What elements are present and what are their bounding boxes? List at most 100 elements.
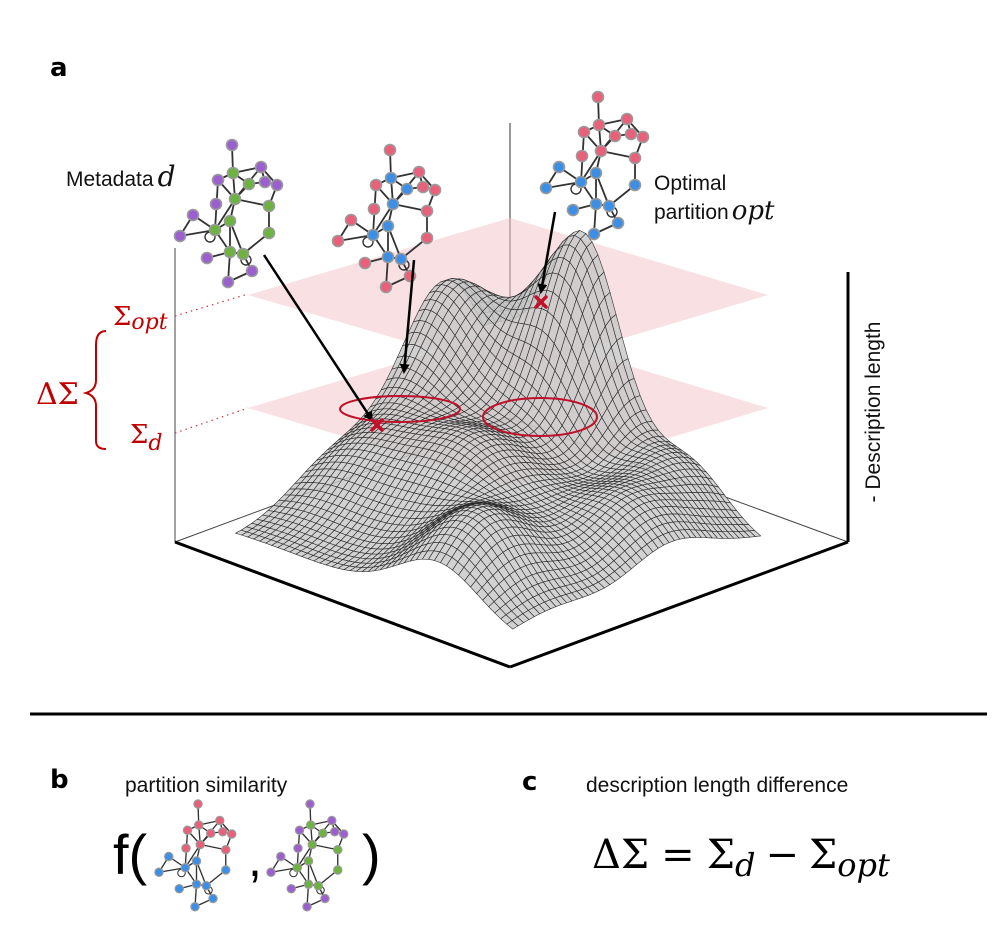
network-node [182, 825, 193, 835]
network-node [320, 893, 330, 904]
arrow-intermediate-to-landscape [399, 259, 416, 374]
network-node [215, 815, 225, 826]
network-node [366, 228, 380, 242]
network-node [575, 149, 589, 163]
network-node [225, 138, 239, 152]
network-node [592, 118, 606, 132]
network-node [539, 181, 553, 195]
contour-right-peak [482, 397, 598, 437]
panel-label-c: c [522, 767, 537, 797]
network-node [330, 827, 340, 837]
network-node [200, 251, 214, 265]
network-node [292, 863, 302, 873]
network-node [394, 252, 408, 266]
network-node [193, 799, 203, 809]
network-node [181, 843, 191, 853]
network-node [587, 227, 601, 241]
metadata-label: Metadata d [66, 160, 176, 193]
network-node [228, 192, 242, 206]
network-node [190, 902, 200, 912]
partition-network-opt-small [154, 799, 237, 912]
description-length-landscape [234, 230, 762, 630]
surface-facet [506, 620, 519, 630]
network-node [191, 856, 202, 866]
network-node [262, 199, 276, 213]
network-node [164, 851, 174, 862]
network-node [636, 130, 650, 144]
network-node [318, 828, 328, 838]
network-node [628, 151, 642, 165]
network-node [227, 829, 237, 839]
network-node [266, 867, 276, 877]
network-node [333, 865, 343, 875]
delta-sigma-equation: ΔΣ = Σd − Σopt [592, 832, 890, 884]
network-node [307, 839, 317, 850]
network-node [552, 160, 566, 174]
description-length-difference-title: description length difference [586, 774, 848, 797]
network-node [384, 171, 398, 185]
arrow-metadata-to-landscape [262, 254, 374, 422]
network-node [577, 125, 591, 139]
network-node [254, 160, 268, 174]
network-node [566, 203, 580, 217]
network-node [400, 182, 414, 196]
network-node [624, 127, 638, 141]
sigma-d-label: Σd [130, 420, 162, 456]
panel-label-b: b [50, 765, 69, 795]
network-node [303, 879, 314, 889]
arrow-optimal-to-peak [537, 211, 557, 294]
network-node [195, 839, 205, 850]
network-node [218, 827, 228, 837]
description-length-axis-label: - Description length [862, 322, 885, 503]
network-node [305, 799, 315, 809]
network-node [628, 178, 642, 192]
network-node [379, 280, 393, 294]
network-node [180, 863, 190, 873]
network-node [420, 204, 434, 218]
network-node [327, 815, 337, 826]
network-node [276, 851, 286, 862]
network-node [258, 175, 272, 189]
partition-similarity-title: partition similarity [125, 774, 288, 797]
network-node [591, 90, 605, 104]
network-node [333, 845, 343, 855]
network-node [206, 828, 216, 838]
network-node [589, 166, 603, 180]
network-node [344, 213, 358, 227]
network-node [306, 820, 316, 830]
optimal-label-line2: partition opt [654, 196, 775, 226]
network-node [221, 845, 231, 855]
network-node [208, 893, 218, 904]
sigma-opt-plane [248, 218, 768, 372]
optimal-partition-network [539, 90, 650, 241]
panel-label-a: a [50, 53, 68, 83]
delta-sigma-brace [82, 330, 107, 450]
network-node [208, 223, 222, 237]
delta-sigma-label: ΔΣ [36, 377, 79, 412]
network-node [589, 197, 603, 211]
network-node [223, 214, 237, 228]
contour-left-peak [339, 395, 461, 423]
network-node [303, 856, 314, 866]
network-node [608, 129, 622, 143]
network-node [270, 178, 284, 192]
function-comma: , [248, 831, 262, 887]
network-node [293, 843, 303, 853]
network-node [383, 143, 397, 157]
network-node [386, 197, 400, 211]
network-node [302, 902, 312, 912]
network-node [381, 219, 395, 233]
network-node [186, 208, 200, 222]
optimal-label-line1: Optimal [654, 172, 726, 195]
network-node [294, 825, 305, 835]
network-node [416, 180, 430, 194]
function-close: ) [362, 823, 381, 886]
network-node [620, 112, 634, 126]
metadata-network [173, 138, 284, 289]
intermediate-partition-network [331, 143, 442, 294]
base-front-right-edge [509, 540, 849, 669]
network-node [245, 264, 259, 278]
x-marker-optimum [534, 295, 548, 309]
network-node [223, 245, 237, 259]
